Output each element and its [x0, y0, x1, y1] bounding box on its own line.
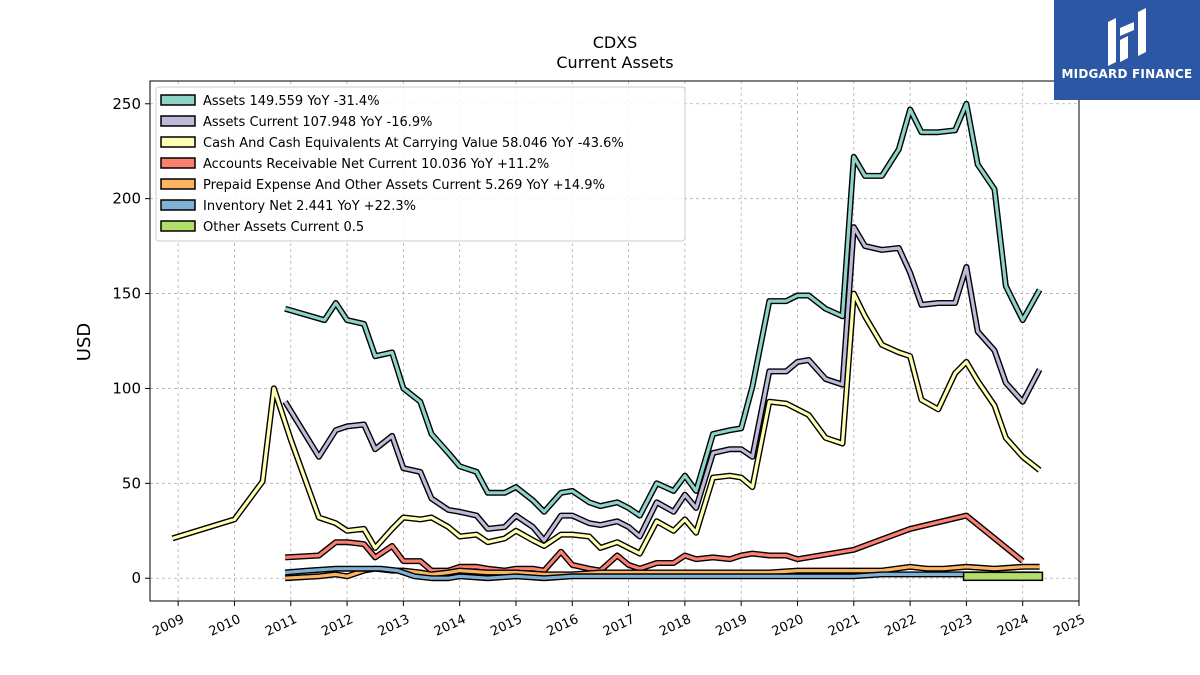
x-tick-label: 2019 [714, 612, 750, 640]
legend-entry: Cash And Cash Equivalents At Carrying Va… [203, 136, 624, 151]
plot-frame [149, 80, 1080, 602]
legend-swatch [160, 220, 196, 232]
legend-swatch [160, 115, 196, 127]
legend-entry: Accounts Receivable Net Current 10.036 Y… [203, 157, 549, 172]
series-layer [171, 100, 1044, 582]
x-tick-label: 2011 [263, 612, 299, 640]
y-tick-label: 100 [112, 379, 141, 397]
chart-subtitle: Current Assets [556, 53, 673, 72]
legend-swatch [160, 178, 196, 190]
legend-entry: Assets Current 107.948 YoY -16.9% [203, 115, 433, 130]
y-tick-label: 150 [112, 285, 141, 303]
y-tick-label: 200 [112, 190, 141, 208]
x-tick-label: 2024 [995, 612, 1031, 640]
legend-entry: Prepaid Expense And Other Assets Current… [203, 178, 605, 193]
legend-entry: Other Assets Current 0.5 [203, 220, 364, 235]
y-axis-label: USD [74, 323, 95, 361]
x-tick-label: 2018 [657, 612, 693, 640]
brand-name: MIDGARD FINANCE [1061, 67, 1193, 81]
x-tick-label: 2015 [488, 612, 524, 640]
legend: Assets 149.559 YoY -31.4% Assets Current … [155, 86, 686, 242]
x-tick-label: 2012 [319, 612, 355, 640]
legend-swatch [160, 136, 196, 148]
legend-swatch [160, 157, 196, 169]
legend-box [155, 86, 686, 242]
x-tick-label: 2014 [432, 612, 468, 640]
legend-entry: Inventory Net 2.441 YoY +22.3% [203, 199, 416, 214]
series-line [283, 225, 1042, 542]
x-tick-label: 2009 [151, 612, 187, 640]
series-line [285, 513, 1024, 573]
x-tick-label: 2010 [207, 612, 243, 640]
brand-logo: MIDGARD FINANCE [1054, 0, 1200, 100]
x-tick-label: 2025 [1051, 612, 1087, 640]
x-tick-label: 2020 [770, 612, 806, 640]
y-tick-label: 0 [131, 569, 141, 587]
series-line [284, 102, 1041, 518]
legend-entry: Assets 149.559 YoY -31.4% [203, 94, 380, 109]
series-outline [171, 290, 1042, 557]
series-line [172, 292, 1041, 556]
x-tick-label: 2017 [601, 612, 637, 640]
legend-swatch [160, 199, 196, 211]
legend-swatch [160, 94, 196, 106]
y-tick-label: 250 [112, 95, 141, 113]
y-tick-label: 50 [122, 474, 141, 492]
series-line [284, 567, 1040, 580]
x-tick-label: 2013 [376, 612, 412, 640]
brand-mark-icon [1108, 8, 1146, 66]
chart-title: CDXS [593, 33, 638, 52]
x-tick-label: 2022 [882, 612, 918, 640]
x-tick-label: 2023 [939, 612, 975, 640]
x-tick-label: 2016 [545, 612, 581, 640]
series-bar-other-assets [962, 571, 1044, 582]
series-outline [282, 224, 1043, 544]
x-tick-label: 2021 [826, 612, 862, 640]
